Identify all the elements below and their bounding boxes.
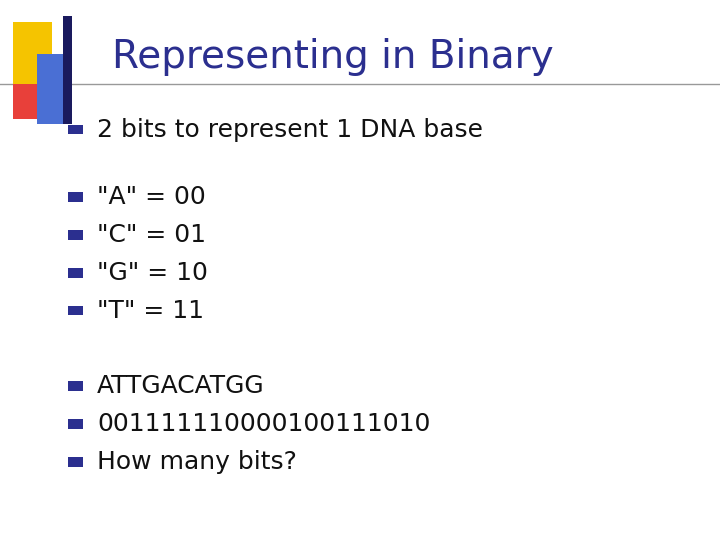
FancyBboxPatch shape: [13, 22, 52, 84]
FancyBboxPatch shape: [68, 381, 83, 391]
FancyBboxPatch shape: [68, 306, 83, 315]
FancyBboxPatch shape: [68, 230, 83, 240]
Text: How many bits?: How many bits?: [97, 450, 297, 474]
Text: "G" = 10: "G" = 10: [97, 261, 208, 285]
Text: 2 bits to represent 1 DNA base: 2 bits to represent 1 DNA base: [97, 118, 483, 141]
Text: "T" = 11: "T" = 11: [97, 299, 204, 322]
FancyBboxPatch shape: [68, 457, 83, 467]
Text: ATTGACATGG: ATTGACATGG: [97, 374, 265, 398]
FancyBboxPatch shape: [13, 84, 37, 119]
FancyBboxPatch shape: [63, 16, 72, 124]
FancyBboxPatch shape: [68, 192, 83, 202]
Text: "C" = 01: "C" = 01: [97, 223, 206, 247]
FancyBboxPatch shape: [68, 419, 83, 429]
Text: 001111110000100111010: 001111110000100111010: [97, 412, 431, 436]
Text: Representing in Binary: Representing in Binary: [112, 38, 553, 76]
FancyBboxPatch shape: [37, 54, 65, 124]
FancyBboxPatch shape: [68, 268, 83, 278]
Text: "A" = 00: "A" = 00: [97, 185, 206, 209]
FancyBboxPatch shape: [68, 125, 83, 134]
